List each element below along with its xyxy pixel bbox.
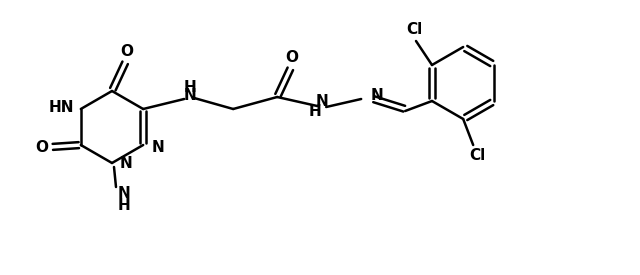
Text: H: H <box>118 197 131 213</box>
Text: N: N <box>118 186 131 202</box>
Text: O: O <box>285 50 299 65</box>
Text: Cl: Cl <box>469 148 485 164</box>
Text: HN: HN <box>49 100 74 114</box>
Text: Cl: Cl <box>406 23 422 37</box>
Text: H: H <box>184 81 196 95</box>
Text: N: N <box>151 141 164 155</box>
Text: N: N <box>184 89 196 103</box>
Text: N: N <box>316 94 328 109</box>
Text: O: O <box>35 139 49 155</box>
Text: H: H <box>309 103 321 119</box>
Text: O: O <box>120 43 134 59</box>
Text: N: N <box>370 87 383 103</box>
Text: N: N <box>120 155 132 170</box>
